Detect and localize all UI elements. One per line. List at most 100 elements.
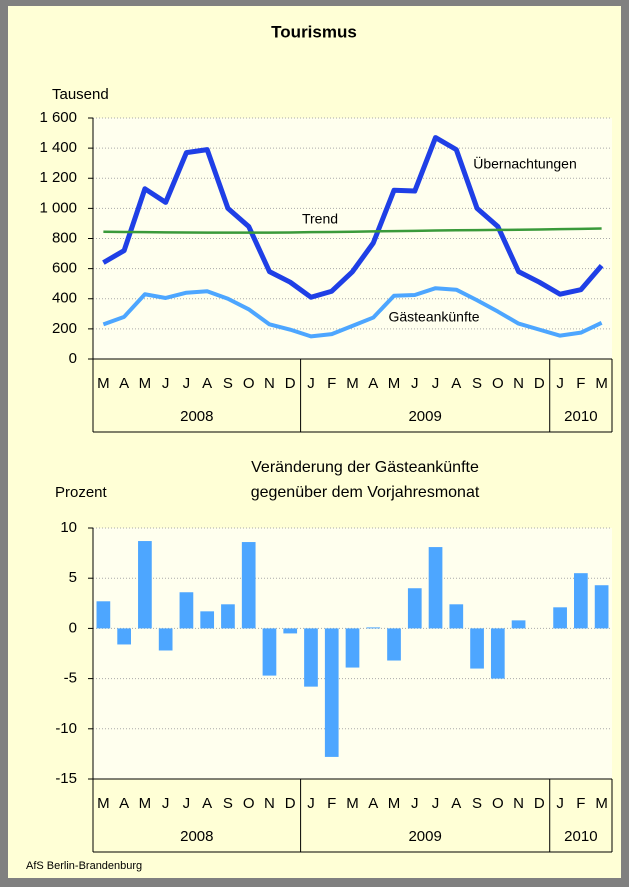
series-label: Trend xyxy=(302,211,338,227)
y-tick-label: -5 xyxy=(64,670,77,687)
x-group-label: 2009 xyxy=(408,408,441,425)
x-tick-label: S xyxy=(472,375,482,392)
y-tick-label: 1 000 xyxy=(39,199,77,216)
bar xyxy=(470,628,484,669)
y-tick-label: 10 xyxy=(60,519,77,536)
x-group-label: 2009 xyxy=(408,828,441,845)
x-tick-label: D xyxy=(285,795,296,812)
x-tick-label: N xyxy=(264,795,275,812)
x-group-label: 2010 xyxy=(564,408,597,425)
x-tick-label: S xyxy=(472,795,482,812)
x-tick-label: J xyxy=(183,375,191,392)
x-tick-label: F xyxy=(576,375,585,392)
x-tick-label: N xyxy=(513,375,524,392)
bar xyxy=(179,592,194,629)
bar xyxy=(304,628,318,687)
x-tick-label: M xyxy=(97,375,110,392)
x-tick-label: A xyxy=(202,795,212,812)
x-tick-label: J xyxy=(162,795,170,812)
x-tick-label: J xyxy=(162,375,170,392)
x-tick-label: J xyxy=(556,375,564,392)
bar xyxy=(241,542,256,629)
bar xyxy=(407,588,422,629)
x-tick-label: M xyxy=(346,375,359,392)
bar xyxy=(262,628,277,676)
x-group-label: 2008 xyxy=(180,828,213,845)
y-tick-label: 400 xyxy=(52,290,77,307)
x-tick-label: M xyxy=(139,375,152,392)
x-tick-label: M xyxy=(595,375,608,392)
bar xyxy=(96,601,111,629)
bar xyxy=(221,604,235,629)
bar xyxy=(574,573,588,629)
chart-title: Tourismus xyxy=(271,22,357,41)
x-tick-label: J xyxy=(432,795,440,812)
x-tick-label: J xyxy=(307,375,315,392)
x-tick-label: N xyxy=(513,795,524,812)
x-tick-label: A xyxy=(368,375,378,392)
x-tick-label: N xyxy=(264,375,275,392)
x-tick-label: A xyxy=(451,795,461,812)
x-tick-label: J xyxy=(411,375,419,392)
bar xyxy=(283,628,298,634)
y-tick-label: 800 xyxy=(52,229,77,246)
chart-title: Veränderung der Gästeankünfte xyxy=(251,459,479,476)
x-tick-label: J xyxy=(307,795,315,812)
x-tick-label: O xyxy=(492,795,504,812)
y-tick-label: 5 xyxy=(69,569,77,586)
x-tick-label: M xyxy=(139,795,152,812)
x-tick-label: J xyxy=(556,795,564,812)
bar xyxy=(324,628,339,757)
x-tick-label: M xyxy=(97,795,110,812)
line xyxy=(102,286,603,339)
x-tick-label: D xyxy=(534,795,545,812)
y-tick-label: 1 400 xyxy=(39,139,77,156)
footer: AfS Berlin-Brandenburg xyxy=(26,860,142,872)
bar xyxy=(345,628,360,668)
x-tick-label: F xyxy=(327,795,336,812)
y-tick-label: -10 xyxy=(55,720,77,737)
bar xyxy=(490,628,505,679)
chart-title: gegenüber dem Vorjahresmonat xyxy=(251,484,480,501)
bar xyxy=(428,547,443,629)
y-tick-label: 0 xyxy=(69,350,77,367)
x-tick-label: D xyxy=(285,375,296,392)
bar xyxy=(511,620,526,629)
x-tick-label: O xyxy=(492,375,504,392)
line xyxy=(102,135,604,300)
x-tick-label: S xyxy=(223,795,233,812)
bar xyxy=(449,604,464,629)
x-tick-label: J xyxy=(411,795,419,812)
x-tick-label: A xyxy=(202,375,212,392)
bar xyxy=(594,585,609,629)
series-label: Gästeankünfte xyxy=(388,309,479,325)
x-tick-label: J xyxy=(432,375,440,392)
x-tick-label: M xyxy=(388,795,401,812)
bar xyxy=(553,607,567,629)
x-tick-label: A xyxy=(119,795,129,812)
x-tick-label: A xyxy=(119,375,129,392)
x-tick-label: A xyxy=(451,375,461,392)
y-tick-label: 1 200 xyxy=(39,169,77,186)
bar xyxy=(366,627,381,629)
x-tick-label: F xyxy=(327,375,336,392)
x-tick-label: A xyxy=(368,795,378,812)
line xyxy=(103,227,602,234)
bar xyxy=(117,628,131,645)
bar xyxy=(200,611,215,629)
x-tick-label: S xyxy=(223,375,233,392)
x-tick-label: M xyxy=(595,795,608,812)
y-tick-label: 200 xyxy=(52,320,77,337)
y-tick-label: -15 xyxy=(55,770,77,787)
y-tick-label: 1 600 xyxy=(39,109,77,126)
x-group-label: 2008 xyxy=(180,408,213,425)
y-axis-label: Prozent xyxy=(55,484,108,501)
bar xyxy=(158,628,173,651)
x-tick-label: J xyxy=(183,795,191,812)
x-tick-label: D xyxy=(534,375,545,392)
series-label: Übernachtungen xyxy=(473,155,577,172)
x-tick-label: M xyxy=(388,375,401,392)
x-tick-label: M xyxy=(346,795,359,812)
x-tick-label: O xyxy=(243,375,255,392)
